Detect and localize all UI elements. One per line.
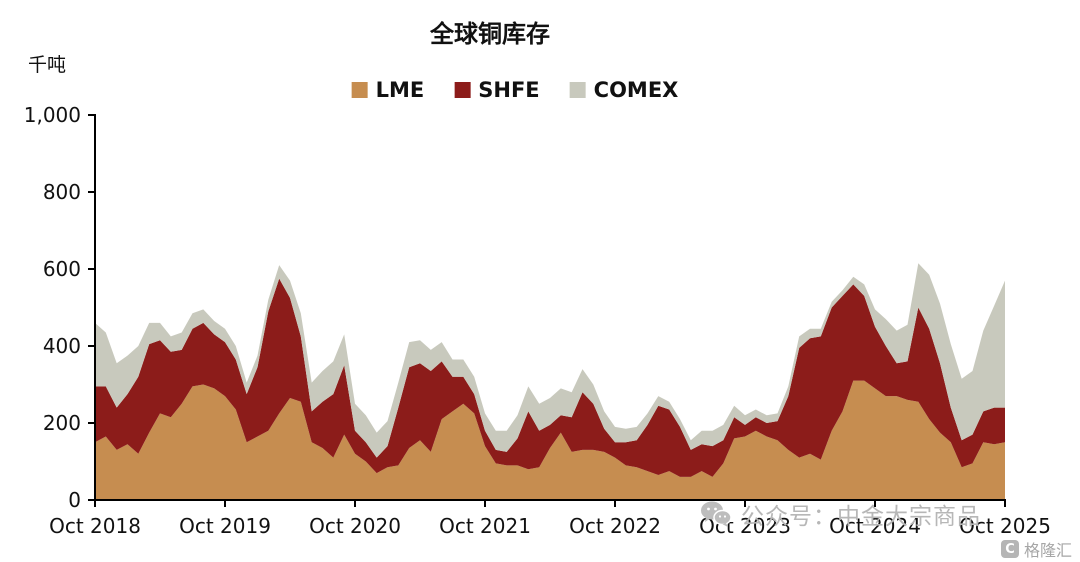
gelonghui-badge-icon: C — [1001, 540, 1019, 558]
x-tick-label: Oct 2022 — [569, 514, 661, 538]
lme-color-swatch — [351, 82, 368, 98]
y-tick-label: 400 — [43, 334, 81, 358]
y-tick-label: 0 — [68, 488, 81, 512]
y-tick-label: 200 — [43, 411, 81, 435]
x-tick-label: Oct 2018 — [49, 514, 141, 538]
y-axis-unit-label: 千吨 — [28, 54, 67, 76]
x-tick-label: Oct 2020 — [309, 514, 401, 538]
y-tick-label: 800 — [43, 180, 81, 204]
x-tick-label: Oct 2024 — [829, 514, 921, 538]
legend-label-shfe: SHFE — [478, 78, 540, 102]
legend-item-shfe: SHFE — [454, 78, 540, 102]
area-lme — [95, 380, 1005, 500]
legend-item-lme: LME — [351, 78, 425, 102]
x-tick-label: Oct 2019 — [179, 514, 271, 538]
gelonghui-logo-text: 格隆汇 — [1024, 541, 1073, 560]
legend-label-comex: COMEX — [593, 78, 679, 102]
legend-item-comex: COMEX — [569, 78, 679, 102]
x-tick-label: Oct 2023 — [699, 514, 791, 538]
comex-color-swatch — [569, 82, 586, 98]
area-comex — [95, 263, 1005, 458]
legend-label-lme: LME — [375, 78, 425, 102]
chart-legend: LME SHFE COMEX — [351, 78, 679, 102]
shfe-color-swatch — [454, 82, 471, 98]
y-tick-label: 600 — [43, 257, 81, 281]
chart-title: 全球铜库存 — [430, 20, 550, 48]
x-tick-label: Oct 2025 — [959, 514, 1051, 538]
gelonghui-logo: C 格隆汇 — [1001, 537, 1072, 561]
area-shfe — [95, 278, 1005, 477]
x-tick-label: Oct 2021 — [439, 514, 531, 538]
y-tick-label: 1,000 — [24, 103, 81, 127]
